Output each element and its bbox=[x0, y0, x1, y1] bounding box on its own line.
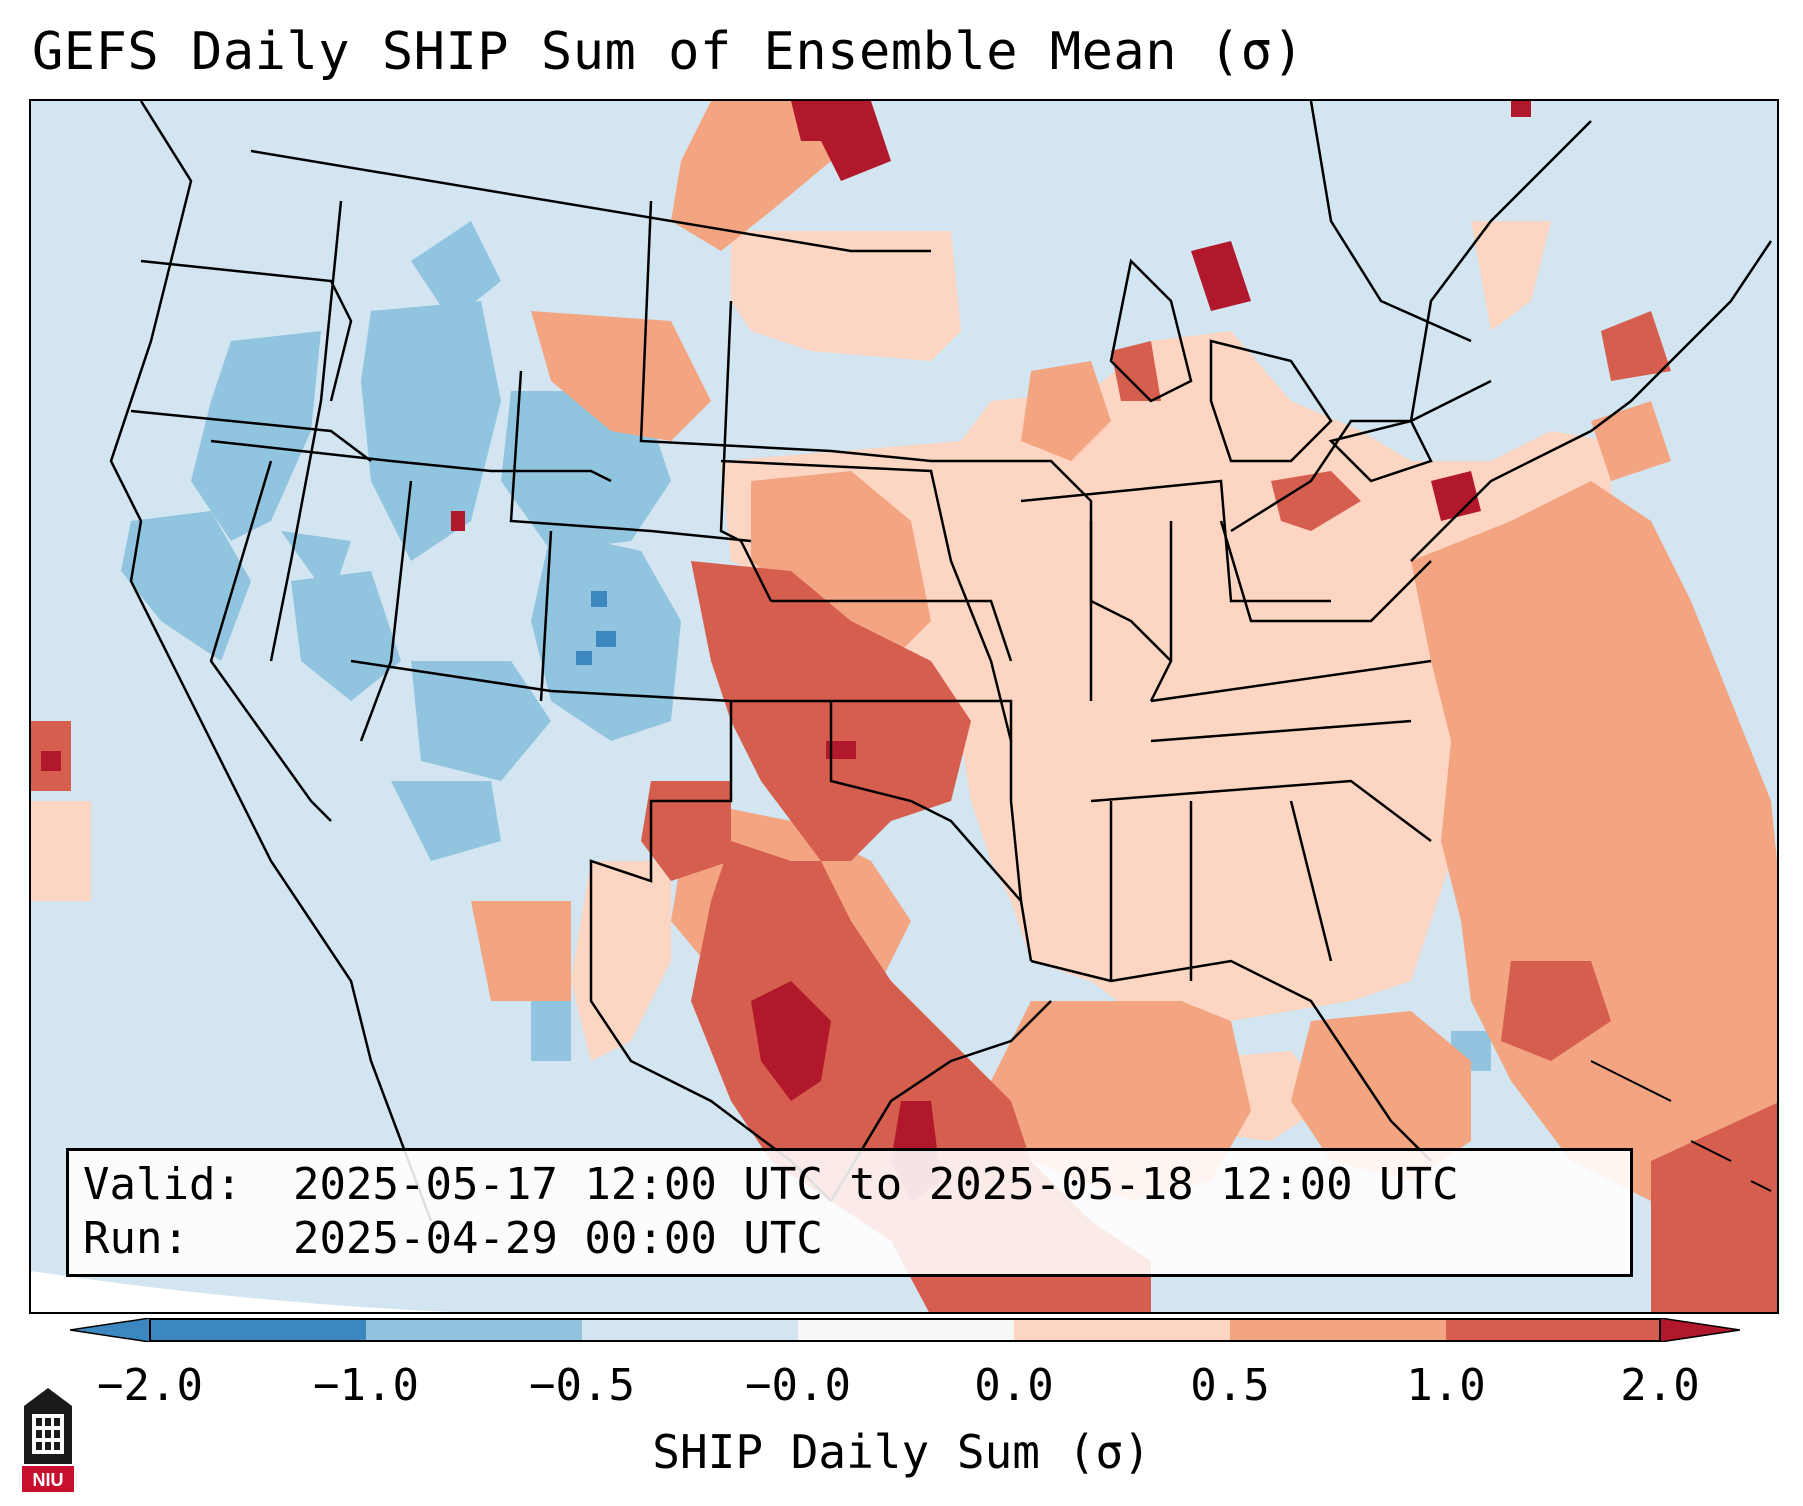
caribbean-islands bbox=[1590, 1060, 1772, 1192]
run-label: Run: bbox=[83, 1213, 189, 1264]
colorbar-segment-6 bbox=[1230, 1318, 1446, 1342]
colorbar-segment-4 bbox=[798, 1318, 1014, 1342]
niu-logo-icon: NIU bbox=[22, 1388, 74, 1492]
colorbar-extend-max bbox=[1659, 1318, 1740, 1342]
colorbar-segment-3 bbox=[582, 1318, 798, 1342]
state-boundaries bbox=[109, 101, 1773, 1222]
colorbar-label: SHIP Daily Sum (σ) bbox=[652, 1425, 1151, 1479]
ship-anomaly-map bbox=[31, 101, 1777, 1312]
colorbar-segment-5 bbox=[1014, 1318, 1230, 1342]
valid-label: Valid: bbox=[83, 1159, 242, 1210]
valid-time-line: Valid: 2025-05-17 12:00 UTC to 2025-05-18… bbox=[83, 1159, 1459, 1210]
colorbar-segment-1 bbox=[150, 1318, 366, 1342]
extreme-positive-patches bbox=[41, 101, 1531, 1201]
strong-negative-patches bbox=[576, 591, 616, 665]
colorbar bbox=[70, 1318, 1740, 1342]
colorbar-segment-7 bbox=[1446, 1318, 1660, 1342]
colorbar-tick: −0.5 bbox=[529, 1360, 635, 1411]
chart-title: GEFS Daily SHIP Sum of Ensemble Mean (σ) bbox=[32, 22, 1305, 82]
colorbar-tick: −0.0 bbox=[745, 1360, 851, 1411]
map-panel bbox=[29, 99, 1779, 1314]
colorbar-extend-min bbox=[70, 1318, 151, 1342]
colorbar-segment-2 bbox=[366, 1318, 582, 1342]
valid-time-value: 2025-05-17 12:00 UTC to 2025-05-18 12:00… bbox=[293, 1159, 1459, 1210]
colorbar-tick: 1.0 bbox=[1406, 1360, 1486, 1411]
run-time-value: 2025-04-29 00:00 UTC bbox=[293, 1213, 823, 1264]
colorbar-tick: 0.0 bbox=[974, 1360, 1054, 1411]
logo-text: NIU bbox=[33, 1470, 64, 1490]
negative-anomaly-patches bbox=[121, 221, 1491, 1071]
validity-info-box: Valid: 2025-05-17 12:00 UTC to 2025-05-18… bbox=[66, 1148, 1633, 1277]
colorbar-tick: −1.0 bbox=[313, 1360, 419, 1411]
colorbar-tick: 0.5 bbox=[1190, 1360, 1270, 1411]
run-time-line: Run: 2025-04-29 00:00 UTC bbox=[83, 1213, 823, 1264]
colorbar-tick: 2.0 bbox=[1620, 1360, 1700, 1411]
colorbar-tick: −2.0 bbox=[97, 1360, 203, 1411]
